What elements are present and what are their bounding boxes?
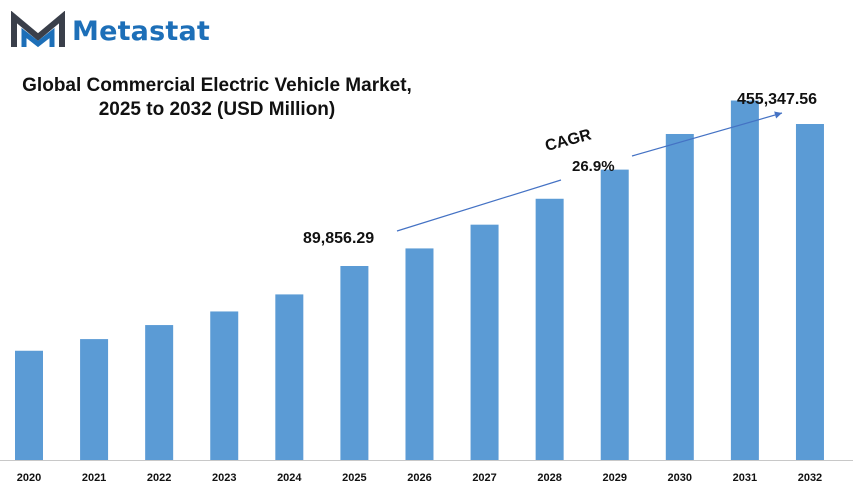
x-tick-label-2029: 2029 — [602, 472, 626, 484]
chart-title: Global Commercial Electric Vehicle Marke… — [22, 75, 412, 96]
x-tick-label-2021: 2021 — [82, 472, 106, 484]
x-tick-label-2026: 2026 — [407, 472, 431, 484]
bar-2031 — [730, 100, 759, 460]
x-tick-label-2023: 2023 — [212, 472, 236, 484]
x-tick-label-2025: 2025 — [342, 472, 366, 484]
brand-logo: Metastat — [10, 10, 210, 52]
x-tick-label-2027: 2027 — [472, 472, 496, 484]
bar-2024 — [275, 294, 304, 460]
bar-2023 — [210, 311, 239, 460]
x-tick-label-2028: 2028 — [537, 472, 561, 484]
x-tick-label-2032: 2032 — [798, 472, 822, 484]
brand-name: Metastat — [72, 15, 211, 47]
chart-title-block: Global Commercial Electric Vehicle Marke… — [12, 74, 422, 122]
cagr-arrow-line — [396, 179, 562, 232]
metastat-logo-icon — [10, 11, 66, 51]
cagr-value: 26.9% — [572, 158, 615, 175]
end-value-label: 455,347.56 — [737, 91, 818, 108]
bar-2029 — [600, 169, 629, 461]
chart-subtitle: 2025 to 2032 (USD Million) — [98, 99, 336, 120]
x-tick-label-2031: 2031 — [733, 472, 757, 484]
x-tick-label-2022: 2022 — [147, 472, 171, 484]
bar-2028 — [535, 198, 564, 461]
bar-2026 — [405, 248, 434, 460]
x-tick-label-2030: 2030 — [668, 472, 692, 484]
bar-2027 — [470, 224, 499, 460]
x-tick-label-2024: 2024 — [277, 472, 302, 484]
bar-2021 — [80, 339, 109, 460]
start-value-label: 89,856.29 — [303, 230, 375, 247]
bar-2020 — [15, 350, 43, 460]
cagr-arrow-head — [631, 111, 783, 157]
bar-2025 — [340, 266, 369, 460]
bar-2030 — [665, 133, 694, 460]
x-tick-label-2020: 2020 — [17, 472, 41, 484]
bar-2032 — [795, 124, 824, 460]
bar-2022 — [145, 325, 174, 460]
